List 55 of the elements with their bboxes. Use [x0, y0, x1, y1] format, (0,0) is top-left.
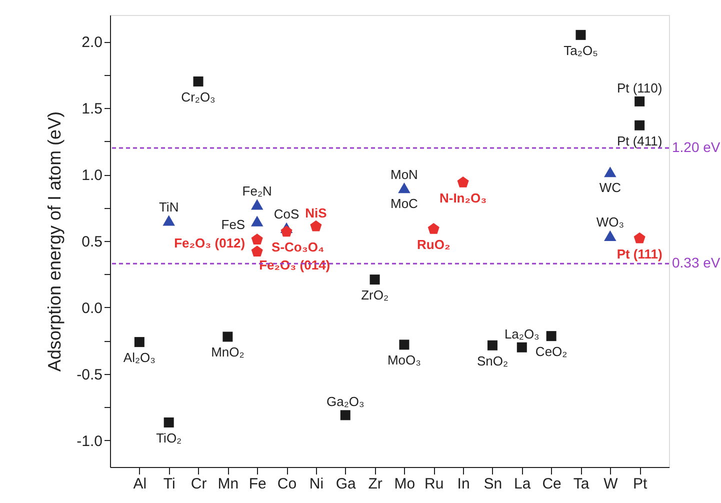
- annotation: SnO₂: [476, 353, 508, 368]
- y-tick-label: 2.0: [82, 34, 102, 52]
- annotation: FeS: [221, 217, 246, 232]
- x-tick-label: Fe: [248, 476, 266, 492]
- x-tick-label: In: [457, 476, 470, 492]
- annotation: Pt (111): [616, 246, 662, 262]
- x-tick-label: La: [514, 476, 532, 492]
- annotation: MoO₃: [387, 352, 421, 368]
- annotation: MnO₂: [211, 344, 244, 360]
- annotation: Ga₂O₃: [326, 394, 364, 410]
- x-tick-label: Mn: [218, 476, 239, 492]
- annotation: Cr₂O₃: [181, 89, 216, 104]
- x-tick-label: Ti: [163, 476, 176, 492]
- annotation: Fe₂O₃ (012): [174, 236, 246, 251]
- y-tick-label: 0.5: [82, 234, 102, 250]
- annotation: WO₃: [596, 214, 624, 230]
- annotation: CoS: [274, 206, 300, 222]
- y-tick-label: 0.0: [82, 300, 102, 317]
- annotation: TiO₂: [156, 430, 182, 446]
- annotation: MoC: [390, 196, 418, 211]
- annotation: Ta₂O₅: [564, 42, 598, 58]
- x-tick-label: Ta: [573, 476, 590, 492]
- annotation: S-Co₃O₄: [272, 240, 324, 255]
- ref-line-label: 1.20 eV: [672, 138, 721, 155]
- y-axis-title: Adsorption energy of I atom (eV): [44, 111, 65, 372]
- x-tick-label: Ga: [336, 476, 357, 492]
- annotation: RuO₂: [417, 237, 450, 252]
- x-tick-label: Mo: [394, 476, 416, 492]
- y-tick-label: -1.0: [76, 432, 102, 450]
- y-tick-label: 1.0: [82, 167, 102, 184]
- x-tick-label: Ce: [542, 476, 562, 492]
- y-tick-label: 1.5: [82, 100, 102, 118]
- annotation: Pt (411): [616, 133, 662, 148]
- x-tick-label: W: [604, 476, 619, 492]
- x-tick-label: Co: [277, 476, 297, 492]
- annotation: NiS: [305, 205, 328, 220]
- annotation: N-In₂O₃: [439, 190, 487, 206]
- x-tick-label: Ni: [309, 476, 324, 492]
- annotation: CeO₂: [535, 344, 568, 360]
- x-tick-label: Ru: [424, 476, 444, 492]
- x-tick-label: Al: [133, 476, 147, 492]
- annotation: Al₂O₃: [123, 350, 156, 366]
- annotation: MoN: [390, 166, 418, 182]
- annotation: TiN: [158, 199, 179, 214]
- annotation: Fe₂N: [242, 183, 272, 198]
- annotation: ZrO₂: [361, 288, 389, 303]
- x-tick-label: Zr: [368, 476, 382, 492]
- x-tick-label: Cr: [190, 476, 207, 492]
- x-tick-label: Sn: [484, 476, 502, 492]
- annotation: WC: [599, 180, 621, 195]
- x-tick-label: Pt: [632, 476, 648, 492]
- annotation: La₂O₃: [504, 326, 540, 342]
- ref-line-label: 0.33 eV: [672, 254, 721, 271]
- y-tick-label: -0.5: [76, 366, 102, 384]
- annotation: Pt (110): [616, 80, 662, 96]
